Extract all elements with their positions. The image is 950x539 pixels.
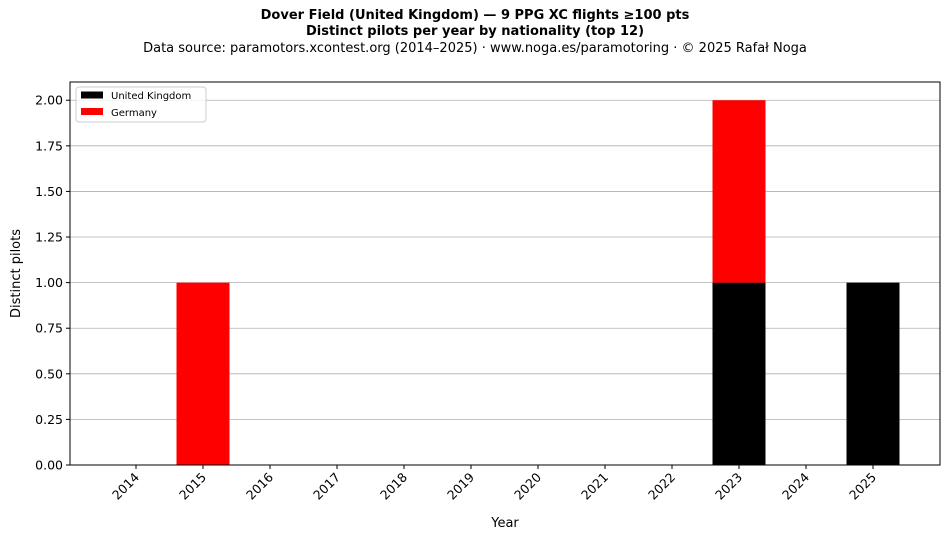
x-tick-label: 2023 [712,470,745,503]
y-tick-label: 0.00 [35,458,63,473]
y-tick-label: 0.50 [35,366,63,381]
bar-germany-2023 [712,100,766,283]
legend: United Kingdom Germany [75,86,207,123]
x-tick-label: 2017 [310,470,343,503]
x-tick-label: 2022 [645,470,678,503]
y-tick-label: 1.75 [35,138,63,153]
chart-titles: Dover Field (United Kingdom) — 9 PPG XC … [0,8,950,57]
legend-label-germany: Germany [111,108,157,119]
x-tick-label: 2015 [176,470,209,503]
y-tick-label: 0.25 [35,412,63,427]
y-tick-label: 1.25 [35,230,63,245]
y-tick-label: 1.50 [35,184,63,199]
x-tick-label: 2020 [511,469,544,502]
x-tick-label: 2016 [243,469,276,502]
legend-label-united-kingdom: United Kingdom [111,91,191,102]
chart-title: Dover Field (United Kingdom) — 9 PPG XC … [260,8,690,23]
y-tick-label: 1.00 [35,275,63,290]
x-tick-label: 2014 [109,469,142,502]
x-tick-label: 2021 [578,470,611,503]
plot-frame [69,81,941,466]
bar-united-kingdom-2025 [846,282,900,465]
x-tick-label: 2018 [377,469,410,502]
x-tick-label: 2025 [846,470,879,503]
y-axis-label: Distinct pilots [9,229,24,318]
y-tick-label: 2.00 [35,93,63,108]
x-tick-label: 2024 [779,469,812,502]
x-tick-label: 2019 [444,469,477,502]
y-tick-label: 0.75 [35,321,63,336]
chart-subtitle: Distinct pilots per year by nationality … [305,24,645,39]
x-axis-label: Year [490,516,519,531]
bar-layer [176,100,900,465]
bar-united-kingdom-2023 [712,282,766,465]
legend-swatch-united-kingdom [81,91,103,99]
legend-swatch-germany [81,108,103,115]
chart-source: Data source: paramotors.xcontest.org (20… [143,41,807,56]
legend-frame [75,86,207,123]
bar-germany-2015 [176,282,230,465]
